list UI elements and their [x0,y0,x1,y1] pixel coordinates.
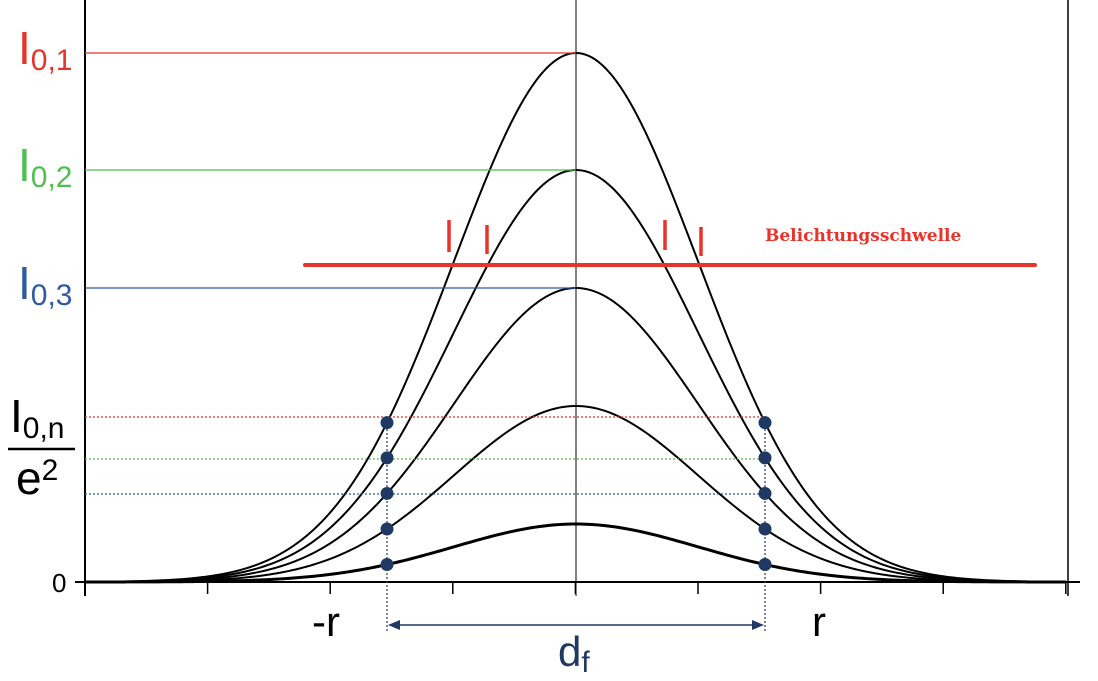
dot [380,558,394,572]
dot [380,486,394,500]
threshold-label: Belichtungsschwelle [765,226,961,246]
dots [380,416,772,572]
dot [380,451,394,465]
r-label: r [812,598,826,645]
fraction-denominator: e2 [16,452,58,504]
dot [380,522,394,536]
origin-label: 0 [52,568,66,598]
dot [758,558,772,572]
dot [758,522,772,536]
fraction-numerator: I0,n [10,390,65,445]
level-label: I0,3 [18,257,73,312]
minus-r-label: -r [312,598,340,645]
level-label: I0,2 [18,139,73,194]
dot [758,416,772,430]
dot [758,486,772,500]
dot [758,451,772,465]
level-label: I0,1 [18,22,73,77]
dot [380,416,394,430]
threshold-marks [447,220,703,256]
x-ticks [84,582,1067,594]
diameter-label: df [558,628,590,679]
